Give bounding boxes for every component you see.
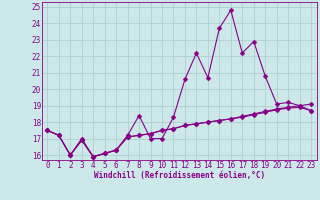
X-axis label: Windchill (Refroidissement éolien,°C): Windchill (Refroidissement éolien,°C) <box>94 171 265 180</box>
